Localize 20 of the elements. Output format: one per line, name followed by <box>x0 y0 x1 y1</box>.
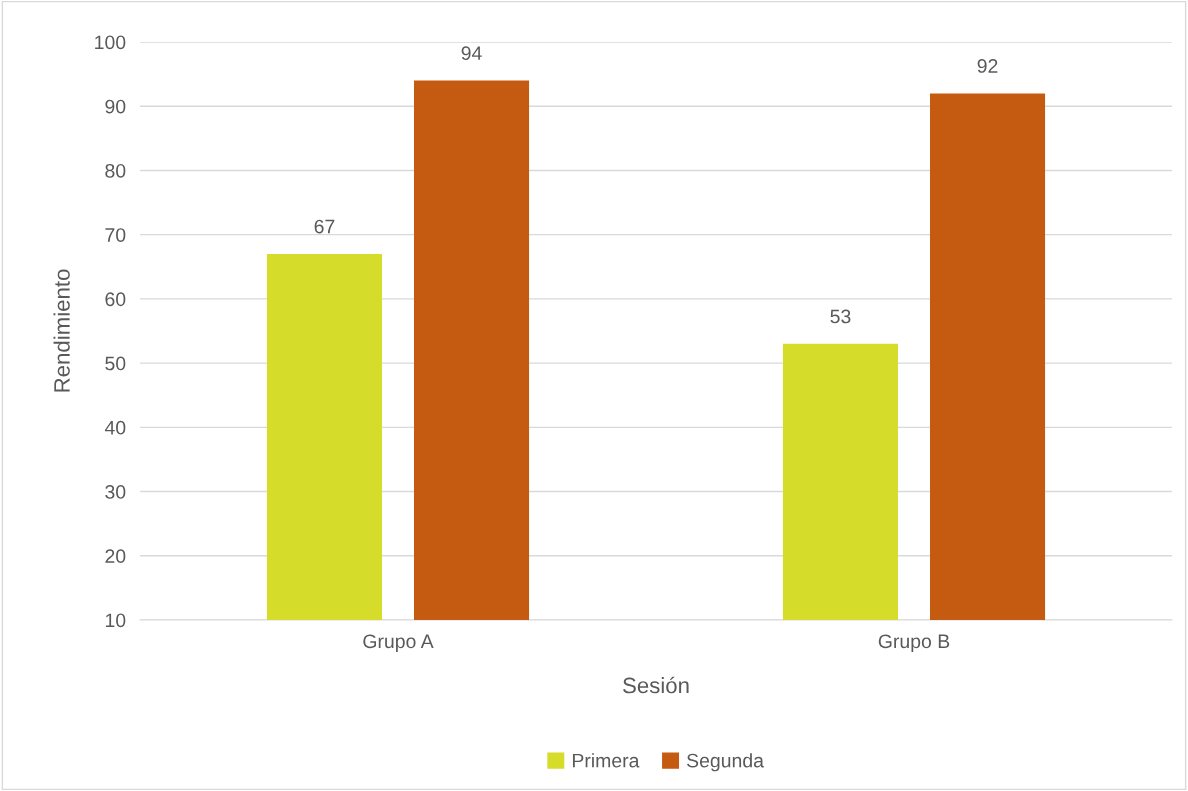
x-axis-title: Sesión <box>623 676 689 694</box>
y-tick-label: 40 <box>104 420 126 435</box>
legend-label: Segunda <box>686 753 764 772</box>
y-tick-label: 90 <box>105 99 126 114</box>
y-tick-label: 30 <box>105 485 126 499</box>
y-tick-label: 70 <box>105 228 126 242</box>
y-tick-label: 50 <box>105 356 126 371</box>
data-label: 92 <box>977 59 998 73</box>
data-label: 53 <box>830 309 851 324</box>
y-axis-title: Rendimiento <box>53 269 70 392</box>
y-tick-label: 80 <box>105 163 126 178</box>
data-label: 67 <box>314 219 335 234</box>
x-tick-label: Grupo A <box>363 634 434 653</box>
x-tick-label: Grupo B <box>878 634 950 653</box>
y-tick-label: 100 <box>95 35 126 50</box>
data-label: 94 <box>461 46 482 61</box>
y-tick-label: 20 <box>105 549 126 564</box>
legend-label: Primera <box>572 753 640 768</box>
y-tick-label: 10 <box>105 613 126 628</box>
y-tick-label: 60 <box>105 292 126 307</box>
